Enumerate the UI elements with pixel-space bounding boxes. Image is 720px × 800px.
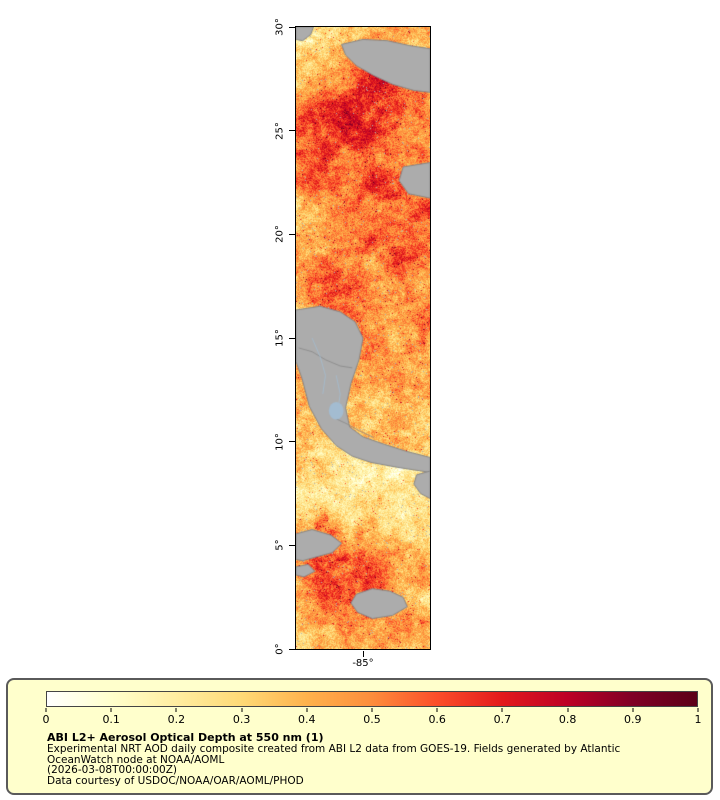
- colorbar-tick-mark: [110, 708, 112, 712]
- colorbar-tick-label: 0.6: [428, 713, 446, 726]
- aod-map-canvas: [296, 27, 430, 649]
- colorbar-tick-mark: [175, 708, 177, 712]
- lat-tick-label: 0°: [274, 643, 286, 655]
- lon-tick-label: -85°: [352, 658, 374, 669]
- colorbar-tick-mark: [632, 708, 634, 712]
- colorbar-tick-label: 0.8: [558, 713, 577, 726]
- lat-tick-label: 5°: [274, 539, 286, 552]
- colorbar-tick-mark: [371, 708, 373, 712]
- colorbar-gradient: [46, 691, 698, 707]
- colorbar-tick-label: 0.5: [363, 713, 381, 726]
- colorbar-tick-mark: [306, 708, 308, 712]
- colorbar-tick-label: 0.2: [167, 713, 186, 726]
- lat-tick-mark: [289, 544, 295, 546]
- colorbar-tick-mark: [697, 708, 699, 712]
- colorbar-tick-mark: [501, 708, 503, 712]
- colorbar-tick-mark: [45, 708, 47, 712]
- colorbar-tick-label: 0.1: [102, 713, 120, 726]
- colorbar-tick-label: 0.7: [493, 713, 512, 726]
- lat-tick-mark: [289, 233, 295, 235]
- lat-tick-mark: [289, 26, 295, 28]
- lat-tick-mark: [289, 130, 295, 132]
- lat-tick-mark: [289, 337, 295, 339]
- lat-tick-label: 20°: [274, 225, 286, 244]
- lat-tick-mark: [289, 441, 295, 443]
- lat-tick-mark: [289, 648, 295, 650]
- colorbar-tick-mark: [567, 708, 569, 712]
- legend-description-line1: Experimental NRT AOD daily composite cre…: [47, 743, 621, 755]
- colorbar-tick-label: 0.4: [298, 713, 316, 726]
- colorbar-tick-label: 0: [42, 713, 50, 726]
- colorbar-tick-label: 0.3: [232, 713, 251, 726]
- legend-title: ABI L2+ Aerosol Optical Depth at 550 nm …: [47, 731, 324, 744]
- legend-credit: Data courtesy of USDOC/NOAA/OAR/AOML/PHO…: [47, 775, 304, 787]
- legend-timestamp: (2026-03-08T00:00:00Z): [47, 764, 177, 776]
- aod-map-frame: [295, 26, 431, 650]
- colorbar-tick-mark: [241, 708, 243, 712]
- legend-description-line2: OceanWatch node at NOAA/AOML: [47, 753, 225, 766]
- legend-panel: 0 0.1 0.2 0.3 0.4 0.5 0.6 0.7 0.8 0.9 1 ABI L2+ Ae…: [6, 678, 713, 795]
- lat-tick-label: 10°: [274, 432, 286, 451]
- lat-tick-label: 15°: [274, 329, 286, 347]
- colorbar-tick-label: 0.9: [624, 713, 642, 726]
- colorbar-tick-mark: [436, 708, 438, 712]
- lat-tick-label: 30°: [274, 18, 286, 36]
- lon-tick-mark: [363, 651, 364, 657]
- lat-tick-label: 25°: [274, 121, 286, 140]
- colorbar-tick-label: 1: [694, 713, 702, 726]
